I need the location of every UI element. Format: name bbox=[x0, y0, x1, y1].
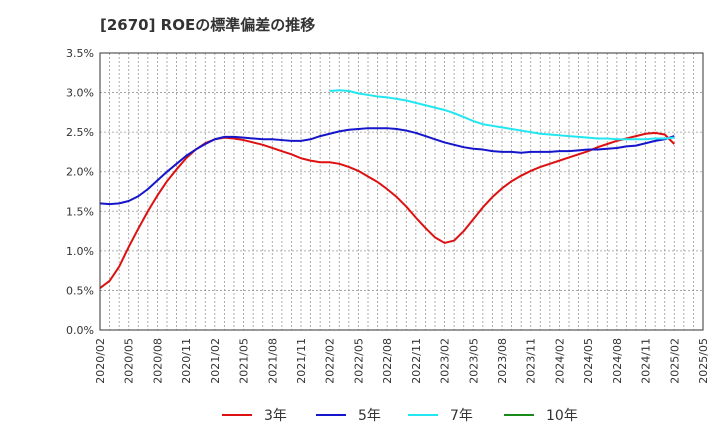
y-tick-label: 1.0% bbox=[66, 245, 94, 258]
y-tick-label: 0.5% bbox=[66, 284, 94, 297]
legend-label-5y: 5年 bbox=[358, 408, 381, 424]
legend: 3年 5年 7年 10年 bbox=[0, 402, 720, 428]
legend-swatch-3y bbox=[222, 414, 252, 416]
grid bbox=[99, 52, 704, 331]
legend-item-7y[interactable]: 7年 bbox=[408, 402, 473, 428]
legend-label-7y: 7年 bbox=[450, 408, 473, 424]
legend-swatch-7y bbox=[408, 414, 438, 416]
x-tick-label: 2022/02 bbox=[324, 338, 337, 384]
series-line-1 bbox=[99, 127, 675, 206]
plot-frame bbox=[99, 52, 704, 331]
x-tick-label: 2023/08 bbox=[496, 338, 509, 384]
x-tick-label: 2020/08 bbox=[151, 338, 164, 384]
legend-swatch-10y bbox=[504, 414, 534, 416]
x-tick-label: 2021/08 bbox=[266, 338, 279, 384]
x-tick-label: 2021/05 bbox=[238, 338, 251, 384]
x-tick-label: 2021/02 bbox=[209, 338, 222, 384]
y-tick-label: 2.5% bbox=[66, 126, 94, 139]
y-tick-label: 1.5% bbox=[66, 205, 94, 218]
legend-label-10y: 10年 bbox=[546, 408, 578, 424]
x-tick-label: 2022/05 bbox=[352, 338, 365, 384]
chart-title: [2670] ROEの標準偏差の推移 bbox=[100, 16, 316, 34]
x-tick-label: 2024/05 bbox=[582, 338, 595, 384]
y-tick-label: 2.0% bbox=[66, 166, 94, 179]
x-tick-label: 2020/02 bbox=[94, 338, 107, 384]
legend-item-10y[interactable]: 10年 bbox=[504, 402, 578, 428]
y-tick-label: 3.0% bbox=[66, 87, 94, 100]
legend-item-3y[interactable]: 3年 bbox=[222, 402, 287, 428]
x-axis-ticks: 2020/02 2020/05 2020/08 2020/11 2021/02 2021/… bbox=[94, 338, 710, 384]
y-tick-label: 3.5% bbox=[66, 47, 94, 60]
x-tick-label: 2024/08 bbox=[611, 338, 624, 384]
legend-label-3y: 3年 bbox=[264, 408, 287, 424]
x-tick-label: 2024/02 bbox=[553, 338, 566, 384]
y-axis-ticks: 0.0% 0.5% 1.0% 1.5% 2.0% 2.5% 3.0% 3.5% bbox=[66, 47, 94, 337]
x-tick-label: 2020/11 bbox=[180, 338, 193, 384]
x-tick-label: 2024/11 bbox=[640, 338, 653, 384]
y-tick-label: 0.0% bbox=[66, 324, 94, 337]
x-tick-label: 2023/02 bbox=[439, 338, 452, 384]
series-line-2 bbox=[329, 89, 675, 141]
x-tick-label: 2023/11 bbox=[525, 338, 538, 384]
series-lines bbox=[99, 89, 675, 289]
x-tick-label: 2025/02 bbox=[668, 338, 681, 384]
x-tick-label: 2020/05 bbox=[123, 338, 136, 384]
legend-item-5y[interactable]: 5年 bbox=[316, 402, 381, 428]
x-tick-label: 2022/08 bbox=[381, 338, 394, 384]
x-tick-label: 2021/11 bbox=[295, 338, 308, 384]
x-tick-label: 2025/05 bbox=[697, 338, 710, 384]
x-tick-label: 2022/11 bbox=[410, 338, 423, 384]
x-tick-label: 2023/05 bbox=[467, 338, 480, 384]
legend-swatch-5y bbox=[316, 414, 346, 416]
